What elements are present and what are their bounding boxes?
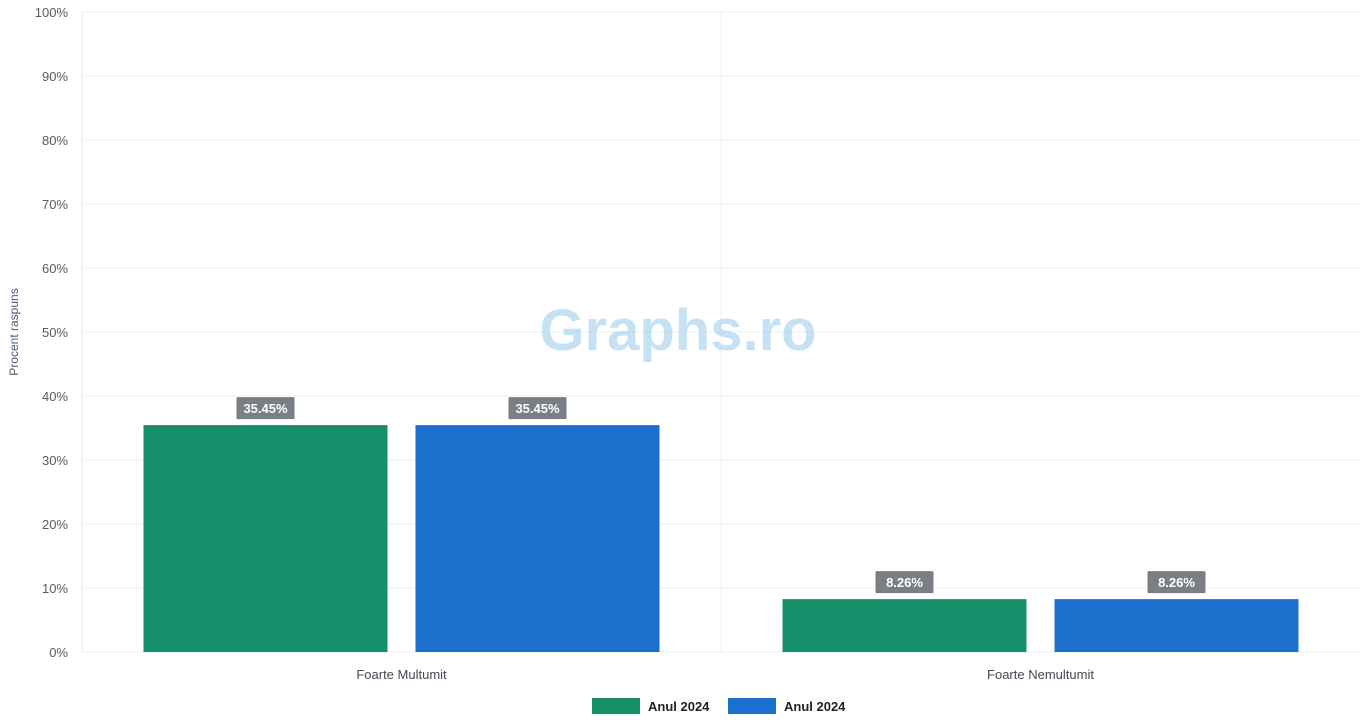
data-label: 35.45% [515, 401, 560, 416]
y-tick-label: 80% [42, 133, 68, 148]
y-tick-label: 70% [42, 197, 68, 212]
legend-swatch [728, 698, 776, 714]
legend-swatch [592, 698, 640, 714]
bar [782, 599, 1027, 652]
y-tick-label: 10% [42, 581, 68, 596]
data-label-box [236, 397, 295, 420]
bar [143, 425, 388, 652]
data-label-box [1147, 571, 1206, 594]
data-label: 8.26% [1158, 575, 1195, 590]
data-label-box [875, 571, 934, 594]
data-label: 8.26% [886, 575, 923, 590]
y-axis-title: Procent raspuns [7, 288, 21, 375]
y-tick-label: 30% [42, 453, 68, 468]
bar [415, 425, 660, 652]
watermark: Graphs.ro [539, 298, 816, 363]
y-tick-label: 0% [49, 645, 68, 660]
data-label-box [508, 397, 567, 420]
y-tick-label: 60% [42, 261, 68, 276]
y-axis: 0% 10% 20% 30% 40% 50% 60% 70% 80% 90% 100% [35, 5, 83, 660]
bar [1054, 599, 1299, 652]
bars [143, 425, 1299, 652]
data-labels: 35.45% 35.45% 8.26% 8.26% [236, 397, 1206, 594]
y-tick-label: 20% [42, 517, 68, 532]
y-tick-label: 100% [35, 5, 69, 20]
y-tick-label: 40% [42, 389, 68, 404]
x-tick-label: Foarte Multumit [356, 667, 447, 682]
data-label: 35.45% [243, 401, 288, 416]
y-tick-label: 50% [42, 325, 68, 340]
x-axis: Foarte Multumit Foarte Nemultumit [356, 667, 1094, 682]
legend-label: Anul 2024 [784, 699, 846, 714]
y-tick-label: 90% [42, 69, 68, 84]
legend-label: Anul 2024 [648, 699, 710, 714]
x-tick-label: Foarte Nemultumit [987, 667, 1094, 682]
legend: Anul 2024 Anul 2024 [592, 698, 846, 714]
